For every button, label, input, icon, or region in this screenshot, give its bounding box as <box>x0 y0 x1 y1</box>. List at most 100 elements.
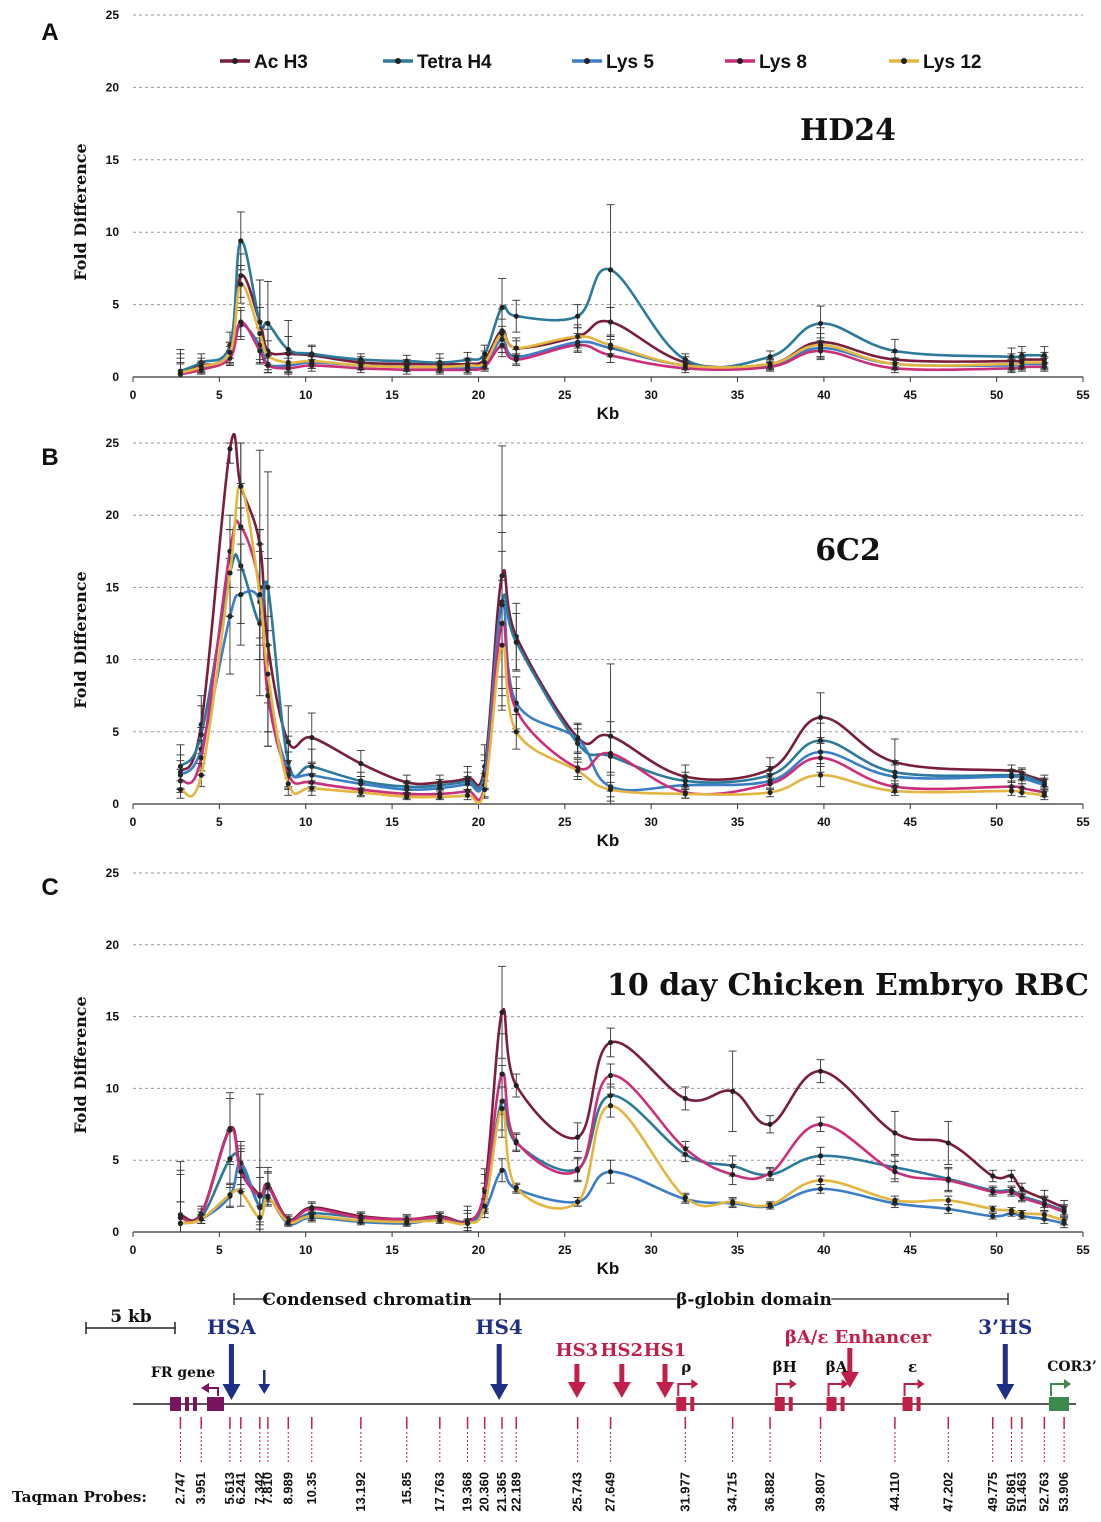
y-axis-label: Fold Difference <box>71 996 90 1133</box>
taqman-probe: 53.906 <box>1056 1417 1071 1512</box>
series-line <box>179 432 1045 787</box>
probe-label: 49.775 <box>985 1472 1000 1512</box>
data-point <box>990 1213 996 1219</box>
globin-gene: βA <box>826 1358 849 1411</box>
data-point <box>513 729 519 735</box>
data-point <box>227 1127 233 1133</box>
fr-gene-arrowhead <box>201 1383 209 1393</box>
data-point <box>682 1095 688 1102</box>
x-axis-label: Kb <box>597 404 620 423</box>
x-tick-label: 50 <box>990 388 1004 402</box>
fr-gene-exon <box>185 1397 189 1411</box>
probe-label: 3.951 <box>193 1472 208 1505</box>
fr-gene-promoter-arrow <box>207 1387 219 1396</box>
chart-title: 10 day Chicken Embryo RBC <box>607 968 1089 1003</box>
data-point <box>767 1121 773 1127</box>
legend-marker <box>395 58 401 64</box>
x-tick-label: 0 <box>130 388 137 402</box>
legend: Ac H3 Tetra H4 Lys 5 Lys 8 Lys 12 <box>220 52 981 73</box>
taqman-probe: 52.763 <box>1036 1417 1051 1512</box>
data-point <box>892 348 898 354</box>
probe-label: 6.241 <box>233 1472 248 1505</box>
data-point <box>513 707 519 713</box>
region-label: Condensed chromatin <box>262 1290 471 1310</box>
y-tick-label: 25 <box>106 436 120 450</box>
data-point <box>358 789 364 796</box>
data-point <box>437 364 443 370</box>
data-point <box>1008 361 1015 367</box>
data-point <box>198 755 204 761</box>
legend-item: Tetra H4 <box>383 52 492 73</box>
taqman-probe: 3.951 <box>193 1417 208 1505</box>
data-point <box>1019 789 1025 796</box>
data-point <box>404 364 410 370</box>
data-point <box>990 1173 996 1179</box>
data-point <box>607 1103 614 1109</box>
data-point <box>607 267 614 273</box>
data-point <box>817 772 824 778</box>
data-point <box>575 1167 581 1173</box>
x-axis-label: Kb <box>597 831 620 850</box>
probe-label: 8.989 <box>280 1472 295 1505</box>
data-point <box>513 1184 519 1191</box>
data-point <box>1041 782 1047 788</box>
data-point <box>309 1206 315 1212</box>
legend-item: Lys 12 <box>889 52 981 73</box>
legend-marker <box>901 58 907 64</box>
taqman-probe: 25.743 <box>570 1417 585 1512</box>
data-point <box>257 330 263 337</box>
x-tick-label: 10 <box>299 1243 313 1257</box>
region-condensed-chromatin: Condensed chromatin <box>233 1287 501 1310</box>
data-point <box>227 570 233 576</box>
data-point <box>817 1186 824 1192</box>
data-point <box>265 352 271 358</box>
data-point <box>607 1072 614 1079</box>
x-tick-label: 50 <box>990 815 1004 829</box>
x-tick-label: 30 <box>645 815 659 829</box>
gene-label: ε <box>908 1358 917 1376</box>
data-point <box>285 359 291 366</box>
legend-item: Lys 8 <box>725 52 807 73</box>
series-lys-12 <box>176 265 1049 378</box>
legend-item: Lys 5 <box>572 52 654 73</box>
probe-label: 53.906 <box>1056 1472 1071 1512</box>
data-point <box>817 1121 824 1127</box>
series-lys-12 <box>176 442 1049 805</box>
data-point <box>1041 359 1047 366</box>
probe-label: 51.463 <box>1014 1472 1029 1512</box>
data-point <box>607 750 614 757</box>
x-tick-label: 30 <box>645 1243 659 1257</box>
taqman-probe: 51.463 <box>1014 1417 1029 1512</box>
data-point <box>892 361 898 367</box>
series-line <box>180 1104 1065 1226</box>
data-point <box>437 794 443 800</box>
y-tick-label: 10 <box>106 225 120 239</box>
taqman-probe: 47.202 <box>940 1417 955 1512</box>
taqman-probe: 44.110 <box>887 1417 902 1511</box>
red-hs-label: HS1 <box>644 1340 687 1361</box>
data-point <box>1019 1194 1025 1201</box>
gene-label: βH <box>773 1358 797 1376</box>
gene-exon <box>676 1397 687 1411</box>
data-point <box>482 1189 488 1195</box>
data-point <box>482 786 488 793</box>
taqman-probe: 34.715 <box>725 1417 740 1512</box>
data-point <box>257 592 263 598</box>
legend-marker <box>737 58 743 64</box>
data-point <box>238 281 244 287</box>
data-point <box>499 304 505 311</box>
region-label: β-globin domain <box>676 1290 832 1310</box>
taqman-probe: 22.189 <box>508 1417 523 1512</box>
fr-gene-label: FR gene <box>151 1365 215 1381</box>
data-point <box>575 768 581 774</box>
data-point <box>575 333 581 340</box>
y-tick-label: 25 <box>106 8 120 22</box>
data-point <box>1008 788 1015 794</box>
cor3-arrowhead <box>1064 1379 1071 1389</box>
series-tetra-h4 <box>176 471 1049 793</box>
data-point <box>499 1071 505 1077</box>
x-tick-label: 40 <box>817 388 831 402</box>
data-point <box>285 346 291 353</box>
legend-label: Lys 5 <box>606 52 654 73</box>
probe-label: 19.368 <box>460 1472 475 1512</box>
